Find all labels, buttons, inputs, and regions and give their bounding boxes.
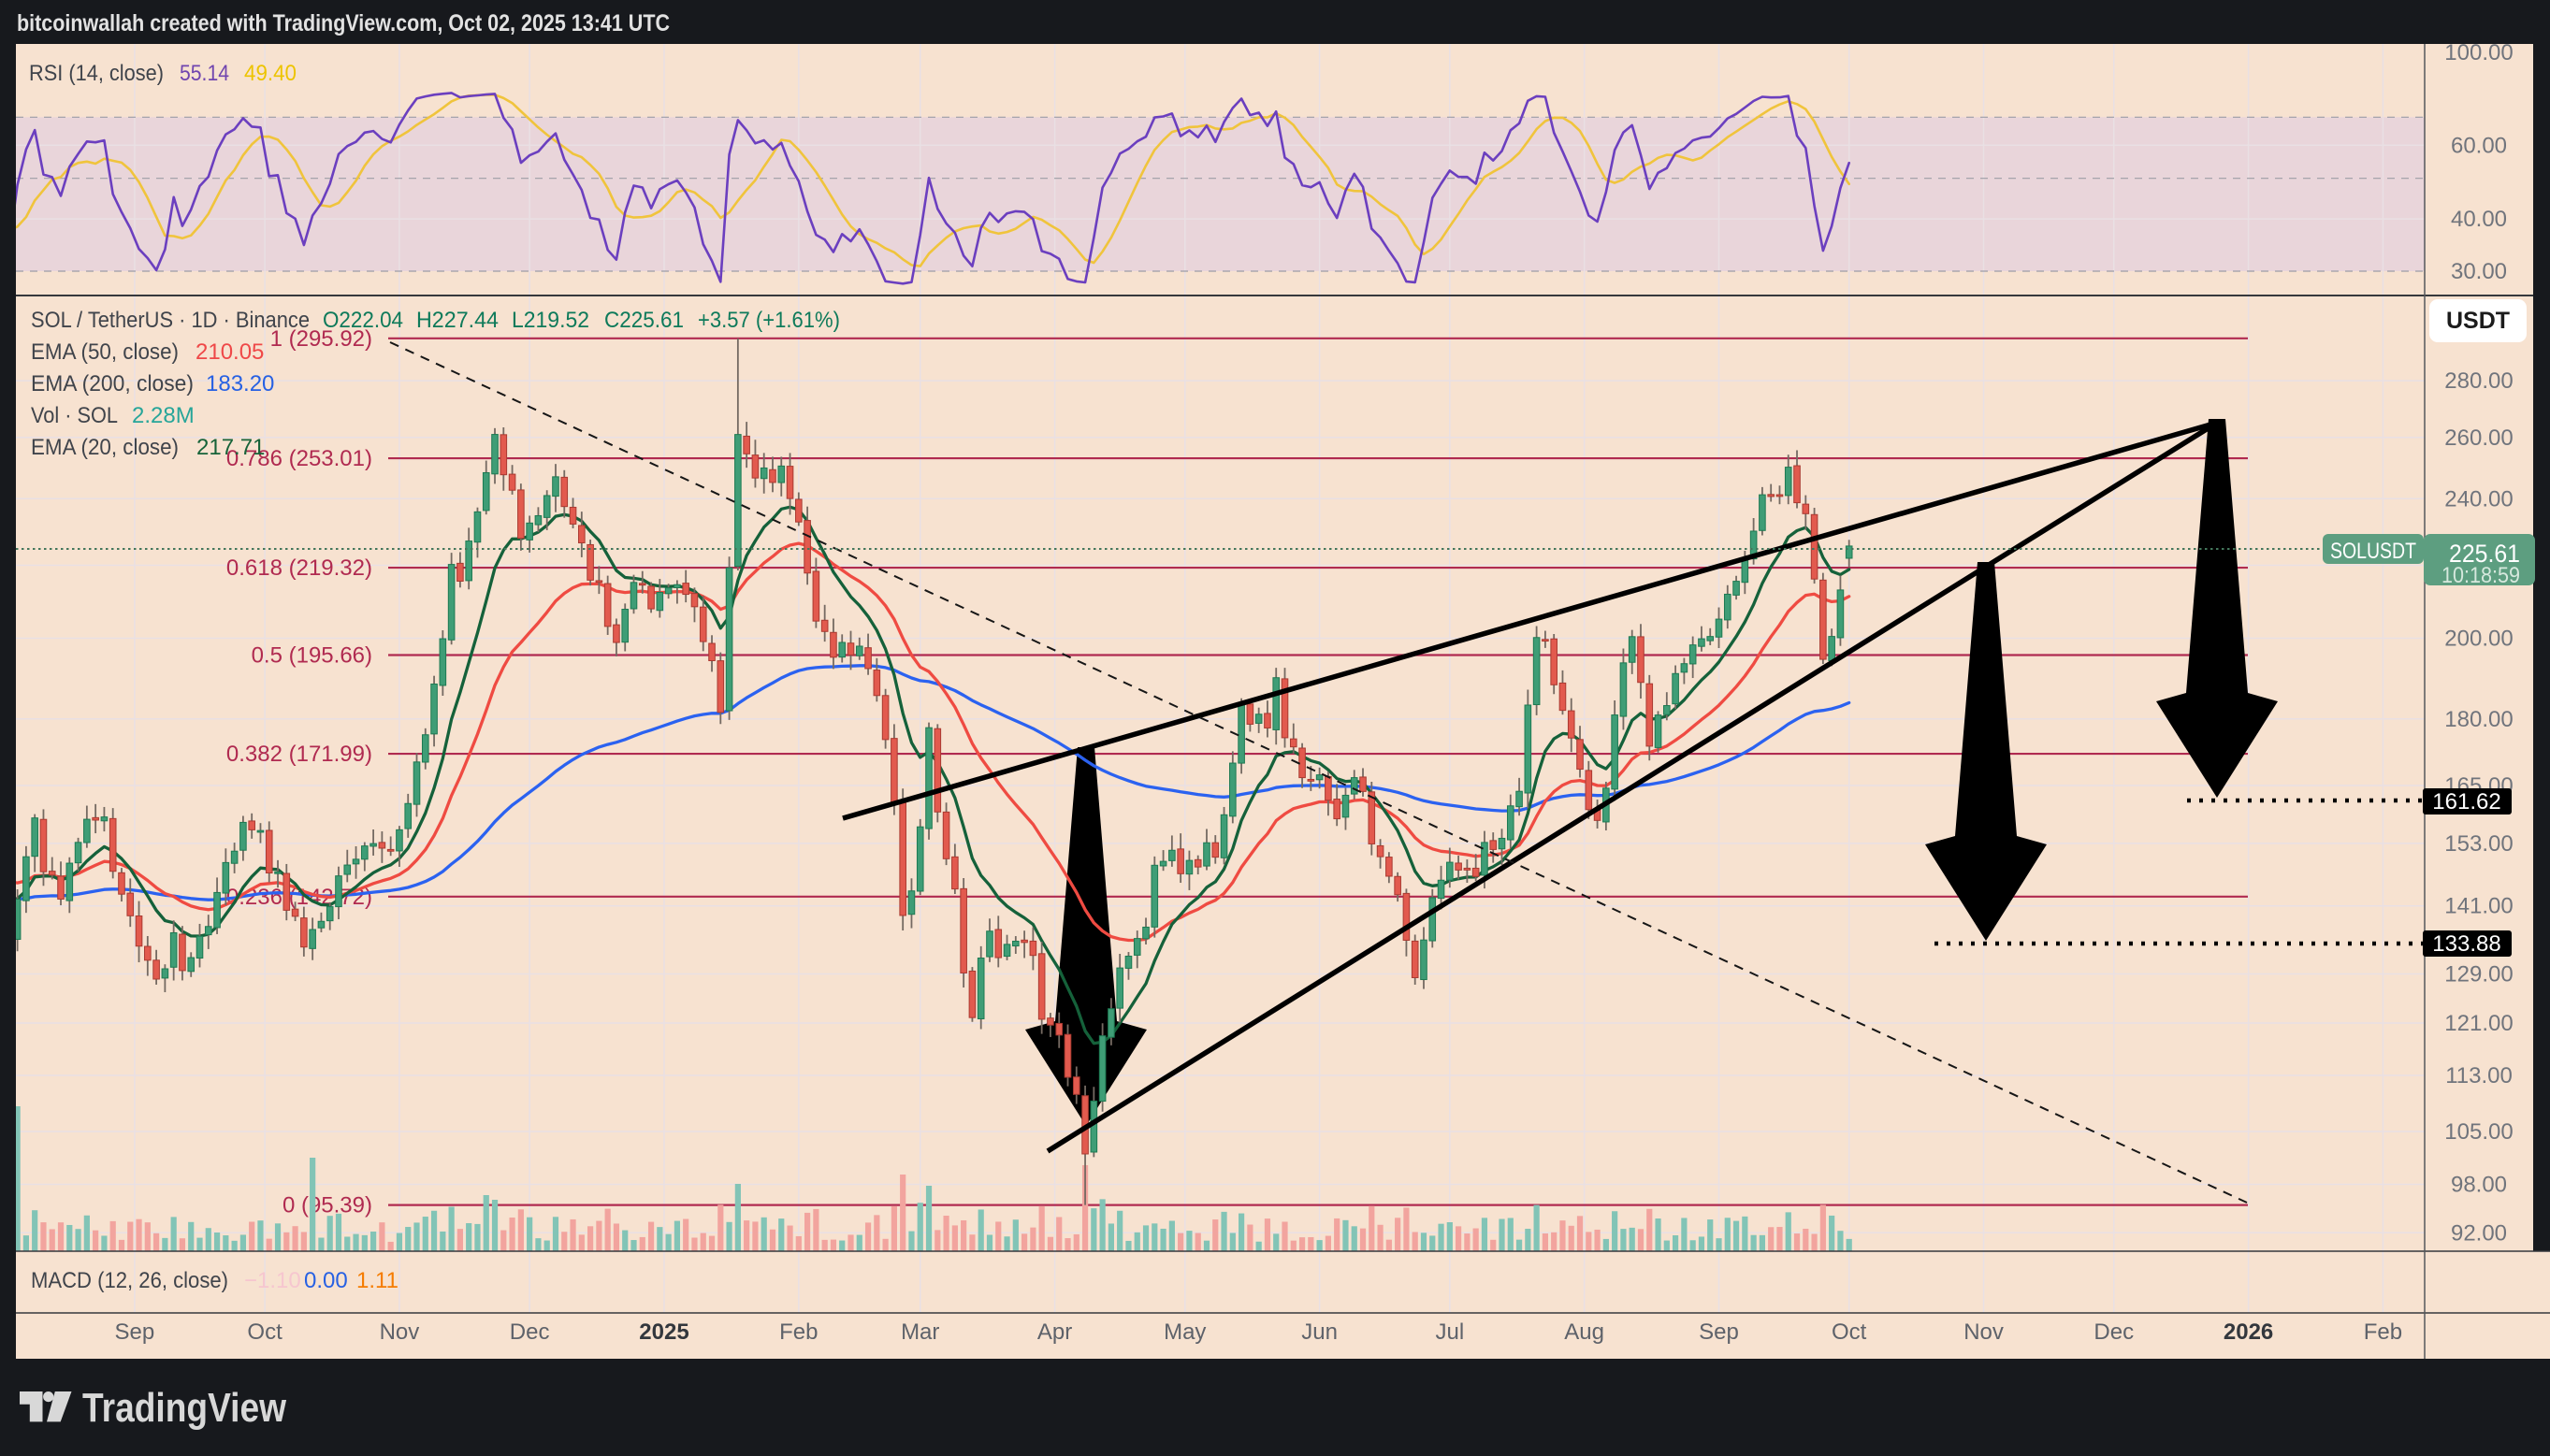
svg-text:2.28M: 2.28M [132,403,195,428]
svg-text:Jun: Jun [1301,1319,1338,1345]
svg-text:H227.44: H227.44 [416,308,499,333]
svg-text:Vol · SOL: Vol · SOL [31,403,118,428]
svg-text:Jul: Jul [1435,1319,1464,1345]
svg-text:0 (95.39): 0 (95.39) [283,1193,372,1218]
svg-text:200.00: 200.00 [2444,627,2513,652]
svg-text:0.618 (219.32): 0.618 (219.32) [226,555,372,581]
svg-text:40.00: 40.00 [2451,207,2507,232]
svg-text:Oct: Oct [247,1319,283,1345]
svg-text:RSI (14, close): RSI (14, close) [29,61,164,86]
svg-text:217.71: 217.71 [196,435,265,460]
svg-text:10:18:59: 10:18:59 [2441,563,2520,588]
svg-text:280.00: 280.00 [2444,368,2513,394]
svg-text:2026: 2026 [2224,1319,2273,1345]
svg-text:141.00: 141.00 [2444,894,2513,919]
svg-text:−1.10: −1.10 [244,1268,301,1293]
svg-text:Sep: Sep [1699,1319,1739,1345]
svg-text:Oct: Oct [1832,1319,1867,1345]
svg-text:0.382 (171.99): 0.382 (171.99) [226,742,372,767]
svg-text:O222.04: O222.04 [323,308,403,333]
svg-text:+3.57 (+1.61%): +3.57 (+1.61%) [698,308,840,333]
svg-text:49.40: 49.40 [244,61,297,86]
svg-text:210.05: 210.05 [196,339,264,365]
svg-text:1.11: 1.11 [356,1268,398,1293]
svg-text:Nov: Nov [380,1319,420,1345]
svg-text:Dec: Dec [2094,1319,2134,1345]
svg-text:0.5 (195.66): 0.5 (195.66) [252,643,372,669]
svg-text:133.88: 133.88 [2432,931,2500,957]
svg-text:105.00: 105.00 [2444,1119,2513,1145]
svg-text:Feb: Feb [2364,1319,2402,1345]
svg-text:Apr: Apr [1037,1319,1072,1345]
svg-text:L219.52: L219.52 [512,308,589,333]
svg-text:100.00: 100.00 [2444,40,2513,65]
svg-text:bitcoinwallah created with Tra: bitcoinwallah created with TradingView.c… [17,10,670,36]
svg-text:183.20: 183.20 [206,371,274,396]
svg-text:Sep: Sep [115,1319,155,1345]
svg-text:USDT: USDT [2446,308,2510,334]
svg-text:TradingView: TradingView [82,1385,287,1431]
svg-text:EMA (200, close): EMA (200, close) [31,371,194,396]
svg-text:55.14: 55.14 [180,61,229,86]
svg-text:240.00: 240.00 [2444,486,2513,512]
svg-text:Dec: Dec [510,1319,550,1345]
svg-text:Aug: Aug [1564,1319,1604,1345]
svg-text:60.00: 60.00 [2451,133,2507,158]
svg-text:129.00: 129.00 [2444,962,2513,987]
svg-text:98.00: 98.00 [2451,1173,2507,1198]
svg-text:260.00: 260.00 [2444,425,2513,451]
svg-text:2025: 2025 [639,1319,688,1345]
svg-text:EMA (50, close): EMA (50, close) [31,339,179,365]
svg-text:MACD (12, 26, close): MACD (12, 26, close) [31,1268,228,1293]
svg-text:C225.61: C225.61 [604,308,684,333]
svg-text:Feb: Feb [779,1319,818,1345]
svg-text:225.61: 225.61 [2449,540,2520,568]
svg-text:180.00: 180.00 [2444,707,2513,732]
svg-text:153.00: 153.00 [2444,831,2513,857]
svg-text:113.00: 113.00 [2445,1063,2513,1088]
svg-text:Mar: Mar [901,1319,939,1345]
svg-text:1 (295.92): 1 (295.92) [270,326,372,352]
svg-text:92.00: 92.00 [2451,1220,2507,1246]
svg-text:Nov: Nov [1963,1319,2004,1345]
svg-text:0.00: 0.00 [304,1268,348,1293]
svg-text:SOL / TetherUS · 1D · Binance: SOL / TetherUS · 1D · Binance [31,308,310,333]
svg-text:0.786 (253.01): 0.786 (253.01) [226,446,372,471]
svg-text:121.00: 121.00 [2444,1011,2513,1036]
svg-text:SOLUSDT: SOLUSDT [2330,539,2416,564]
svg-text:30.00: 30.00 [2451,259,2507,284]
svg-text:EMA (20, close): EMA (20, close) [31,435,179,460]
svg-text:May: May [1164,1319,1206,1345]
svg-text:161.62: 161.62 [2432,789,2500,814]
